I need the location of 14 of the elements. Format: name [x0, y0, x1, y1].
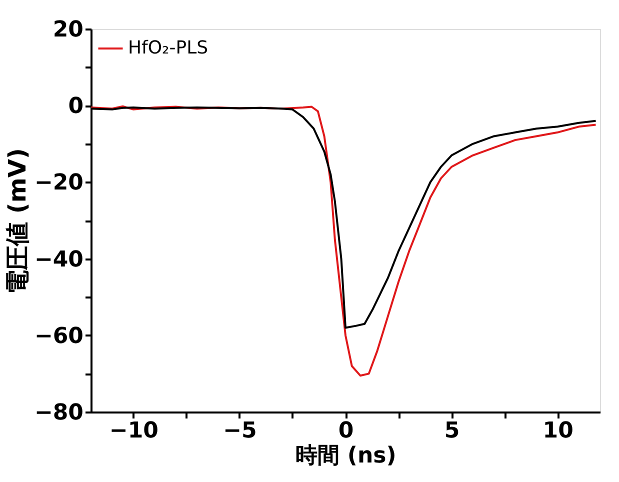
legend-label: HfO₂-PLS [128, 38, 208, 58]
y-axis-title: 電圧値 (mV) [3, 148, 32, 294]
y-tick-label: 20 [52, 18, 84, 42]
y-tick-label: 0 [68, 94, 84, 120]
y-tick-label: −20 [34, 170, 84, 196]
x-tick-label: 5 [444, 418, 460, 444]
x-axis-title: 時間 (ns) [296, 444, 396, 468]
x-tick-label: 10 [542, 418, 574, 444]
x-tick-label: −5 [223, 418, 257, 444]
y-tick-label: −60 [34, 324, 84, 349]
x-tick-label: 0 [338, 418, 354, 444]
x-tick-label: −10 [109, 418, 158, 444]
y-tick-label: −40 [34, 247, 84, 272]
y-tick-label: −80 [34, 400, 84, 426]
